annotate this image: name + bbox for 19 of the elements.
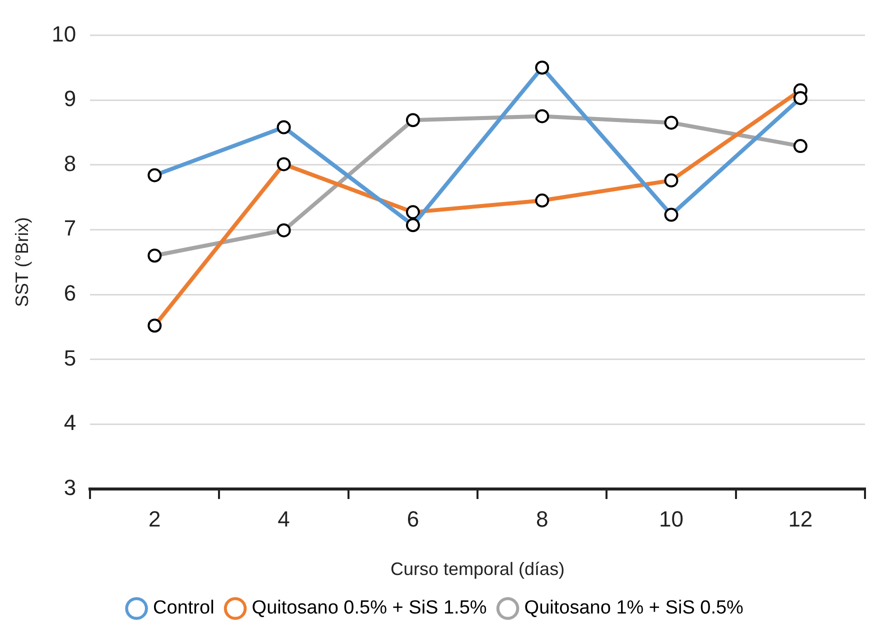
x-axis-title: Curso temporal (días) [390, 559, 565, 580]
y-tick-label: 9 [64, 86, 76, 112]
y-tick-label: 4 [64, 410, 76, 436]
x-tick-label: 8 [536, 506, 548, 532]
x-tick-label: 6 [406, 506, 420, 532]
y-tick-label: 5 [64, 345, 76, 370]
y-tick-label: 3 [64, 475, 76, 500]
legend-label: Control [153, 598, 214, 619]
x-tick-label: 4 [278, 506, 290, 532]
x-tick-label: 2 [148, 506, 161, 532]
y-tick-label: 6 [64, 280, 76, 306]
y-tick-label: 10 [52, 21, 76, 46]
y-tick-label: 7 [64, 216, 76, 241]
y-tick-label: 8 [64, 150, 76, 176]
legend-label: Quitosano 1% + SiS 0.5% [524, 598, 744, 619]
x-tick-label: 12 [788, 506, 813, 532]
x-tick-label: 10 [659, 506, 684, 532]
y-axis-title: SST (°Brix) [12, 217, 32, 308]
legend-label: Quitosano 0.5% + SiS 1.5% [252, 598, 487, 619]
